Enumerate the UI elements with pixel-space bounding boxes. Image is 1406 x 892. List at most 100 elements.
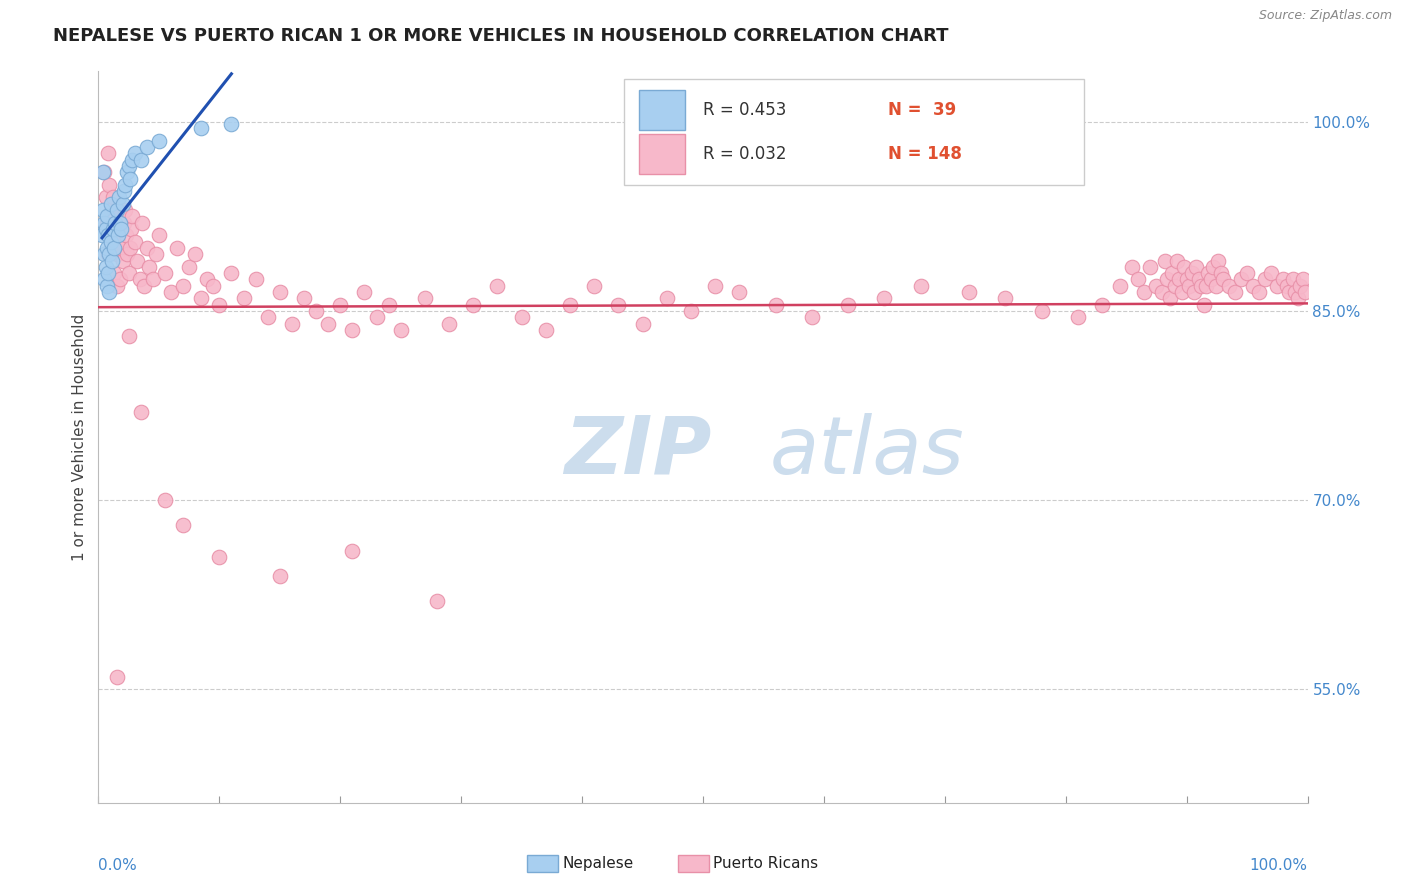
- Point: [111, 253, 134, 268]
- Point: [1212, 272, 1234, 286]
- Point: [558, 298, 581, 312]
- Point: [765, 298, 787, 312]
- Point: [91, 203, 114, 218]
- Point: [1121, 260, 1143, 274]
- Point: [94, 260, 117, 274]
- Point: [1260, 266, 1282, 280]
- Point: [413, 291, 436, 305]
- Point: [129, 153, 152, 167]
- Point: [1223, 285, 1246, 299]
- Point: [103, 228, 125, 243]
- Point: [97, 146, 120, 161]
- Point: [463, 298, 485, 312]
- Point: [190, 121, 212, 136]
- Point: [135, 140, 157, 154]
- Point: [292, 291, 315, 305]
- Point: [107, 235, 129, 249]
- Point: [232, 291, 254, 305]
- Point: [131, 216, 153, 230]
- Point: [120, 222, 142, 236]
- Point: [107, 228, 129, 243]
- Bar: [638, 134, 685, 174]
- Point: [305, 304, 328, 318]
- Point: [389, 323, 412, 337]
- Point: [1254, 272, 1277, 286]
- Point: [135, 241, 157, 255]
- Text: Source: ZipAtlas.com: Source: ZipAtlas.com: [1258, 9, 1392, 22]
- Point: [101, 190, 124, 204]
- Point: [1289, 278, 1312, 293]
- Point: [1146, 278, 1168, 293]
- Point: [1286, 291, 1309, 305]
- Point: [1209, 266, 1232, 280]
- Point: [1152, 285, 1174, 299]
- Point: [994, 291, 1017, 305]
- Point: [1278, 285, 1301, 299]
- Point: [1031, 304, 1053, 318]
- Point: [100, 253, 122, 268]
- Point: [221, 117, 243, 131]
- Point: [837, 298, 859, 312]
- Text: atlas: atlas: [769, 413, 965, 491]
- Point: [366, 310, 388, 325]
- Point: [607, 298, 630, 312]
- Point: [100, 196, 122, 211]
- Point: [91, 165, 114, 179]
- Point: [1159, 291, 1181, 305]
- Point: [108, 241, 131, 255]
- Point: [1156, 272, 1178, 286]
- Point: [127, 253, 149, 268]
- Point: [195, 272, 218, 286]
- Point: [1128, 272, 1150, 286]
- Point: [873, 291, 896, 305]
- Text: 0.0%: 0.0%: [98, 858, 138, 872]
- Point: [1168, 272, 1191, 286]
- Point: [160, 285, 183, 299]
- Point: [1202, 260, 1225, 274]
- Point: [121, 153, 143, 167]
- Point: [190, 291, 212, 305]
- Point: [1206, 253, 1229, 268]
- Point: [631, 317, 654, 331]
- Point: [98, 247, 121, 261]
- Point: [800, 310, 823, 325]
- Point: [269, 569, 291, 583]
- Point: [97, 228, 120, 243]
- Point: [96, 216, 118, 230]
- Point: [108, 190, 131, 204]
- Point: [679, 304, 702, 318]
- FancyBboxPatch shape: [624, 78, 1084, 185]
- Point: [1161, 266, 1184, 280]
- Point: [957, 285, 980, 299]
- Point: [1192, 298, 1215, 312]
- Point: [110, 222, 132, 236]
- Point: [510, 310, 533, 325]
- Point: [1178, 278, 1201, 293]
- Point: [202, 278, 225, 293]
- Point: [1294, 285, 1316, 299]
- Point: [94, 190, 117, 204]
- Point: [100, 235, 122, 249]
- Point: [96, 278, 118, 293]
- Point: [342, 543, 364, 558]
- Text: 100.0%: 100.0%: [1250, 858, 1308, 872]
- Point: [104, 216, 127, 230]
- Point: [108, 216, 131, 230]
- Point: [1109, 278, 1132, 293]
- Point: [1171, 285, 1194, 299]
- Point: [115, 228, 138, 243]
- Point: [138, 260, 160, 274]
- Point: [245, 272, 267, 286]
- Point: [1166, 253, 1188, 268]
- Point: [316, 317, 339, 331]
- Point: [105, 247, 128, 261]
- Point: [172, 518, 194, 533]
- Point: [93, 272, 115, 286]
- Point: [112, 184, 135, 198]
- Point: [101, 222, 124, 236]
- Point: [98, 285, 121, 299]
- Point: [342, 323, 364, 337]
- Point: [1175, 272, 1198, 286]
- Point: [105, 278, 128, 293]
- Point: [1133, 285, 1156, 299]
